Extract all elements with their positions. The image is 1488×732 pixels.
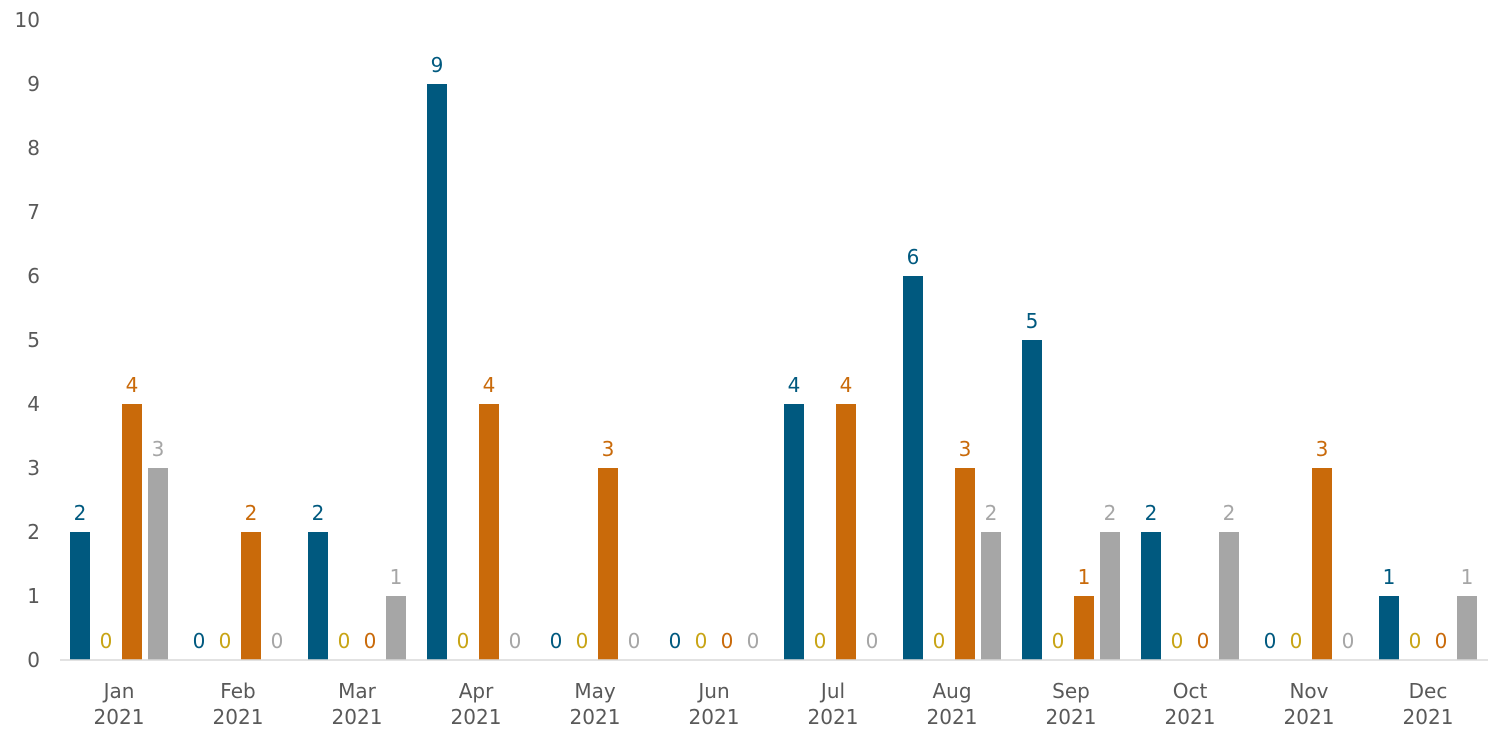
data-label: 3	[1316, 437, 1329, 461]
x-tick-label: Apr 2021	[451, 679, 502, 729]
y-tick-label: 2	[27, 520, 40, 544]
data-label: 0	[219, 629, 232, 653]
y-tick-label: 9	[27, 72, 40, 96]
data-label: 4	[126, 373, 139, 397]
x-tick-label: Jan 2021	[94, 679, 145, 729]
y-tick-label: 10	[15, 8, 40, 32]
bar	[241, 532, 261, 660]
data-label: 1	[1078, 565, 1091, 589]
x-tick-label: Jun 2021	[689, 679, 740, 729]
data-label: 0	[1197, 629, 1210, 653]
y-tick-label: 8	[27, 136, 40, 160]
bar	[981, 532, 1001, 660]
y-tick-label: 4	[27, 392, 40, 416]
data-label: 0	[364, 629, 377, 653]
data-label: 4	[788, 373, 801, 397]
bar	[479, 404, 499, 660]
data-label: 0	[1264, 629, 1277, 653]
data-label: 2	[312, 501, 325, 525]
data-label: 0	[1409, 629, 1422, 653]
x-tick-label: Oct 2021	[1165, 679, 1216, 729]
bar	[308, 532, 328, 660]
data-label: 6	[907, 245, 920, 269]
data-label: 0	[669, 629, 682, 653]
data-label: 3	[602, 437, 615, 461]
data-label: 0	[1290, 629, 1303, 653]
y-axis: 0 1 2 3 4 5 6 7 8 9 10	[15, 8, 40, 672]
data-label: 0	[721, 629, 734, 653]
data-label: 4	[483, 373, 496, 397]
data-label: 0	[1052, 629, 1065, 653]
x-tick-label: Feb 2021	[213, 679, 264, 729]
y-tick-label: 1	[27, 584, 40, 608]
bar	[955, 468, 975, 660]
x-tick-label: Mar 2021	[332, 679, 383, 729]
data-label: 0	[100, 629, 113, 653]
bar	[122, 404, 142, 660]
data-label: 0	[1171, 629, 1184, 653]
data-label: 0	[509, 629, 522, 653]
data-label: 0	[271, 629, 284, 653]
bar	[1457, 596, 1477, 660]
y-tick-label: 3	[27, 456, 40, 480]
bar	[427, 84, 447, 660]
y-tick-label: 0	[27, 648, 40, 672]
x-tick-label: May 2021	[570, 679, 621, 729]
data-label: 0	[933, 629, 946, 653]
bar	[148, 468, 168, 660]
x-axis: Jan 2021 Feb 2021 Mar 2021 Apr 2021 May 2021 Jun 20…	[94, 679, 1454, 729]
data-label: 0	[338, 629, 351, 653]
x-tick-label: Aug 2021	[927, 679, 978, 729]
y-tick-label: 6	[27, 264, 40, 288]
bar	[386, 596, 406, 660]
data-label: 0	[550, 629, 563, 653]
data-label: 1	[1383, 565, 1396, 589]
data-label: 3	[152, 437, 165, 461]
y-tick-label: 7	[27, 200, 40, 224]
data-label: 5	[1026, 309, 1039, 333]
data-label: 2	[1223, 501, 1236, 525]
bar	[1379, 596, 1399, 660]
x-tick-label: Nov 2021	[1284, 679, 1335, 729]
data-label: 0	[1342, 629, 1355, 653]
data-label: 2	[985, 501, 998, 525]
data-label: 1	[1461, 565, 1474, 589]
data-label: 2	[245, 501, 258, 525]
bar	[1022, 340, 1042, 660]
bar	[903, 276, 923, 660]
data-label: 0	[1435, 629, 1448, 653]
bar	[784, 404, 804, 660]
data-label: 0	[814, 629, 827, 653]
data-label: 4	[840, 373, 853, 397]
bar	[1100, 532, 1120, 660]
data-label: 0	[866, 629, 879, 653]
data-label: 9	[431, 53, 444, 77]
bars	[70, 84, 1477, 660]
data-label: 0	[628, 629, 641, 653]
data-label: 2	[1145, 501, 1158, 525]
data-label: 3	[959, 437, 972, 461]
data-label: 0	[747, 629, 760, 653]
bar	[1312, 468, 1332, 660]
data-label: 0	[695, 629, 708, 653]
bar	[70, 532, 90, 660]
y-tick-label: 5	[27, 328, 40, 352]
bar	[598, 468, 618, 660]
data-label: 2	[74, 501, 87, 525]
x-tick-label: Sep 2021	[1046, 679, 1097, 729]
data-label: 1	[390, 565, 403, 589]
bar	[1074, 596, 1094, 660]
data-label: 0	[193, 629, 206, 653]
data-label: 0	[457, 629, 470, 653]
x-tick-label: Jul 2021	[808, 679, 859, 729]
bar	[836, 404, 856, 660]
x-tick-label: Dec 2021	[1403, 679, 1454, 729]
bar	[1219, 532, 1239, 660]
data-label: 2	[1104, 501, 1117, 525]
bar	[1141, 532, 1161, 660]
data-label: 0	[576, 629, 589, 653]
